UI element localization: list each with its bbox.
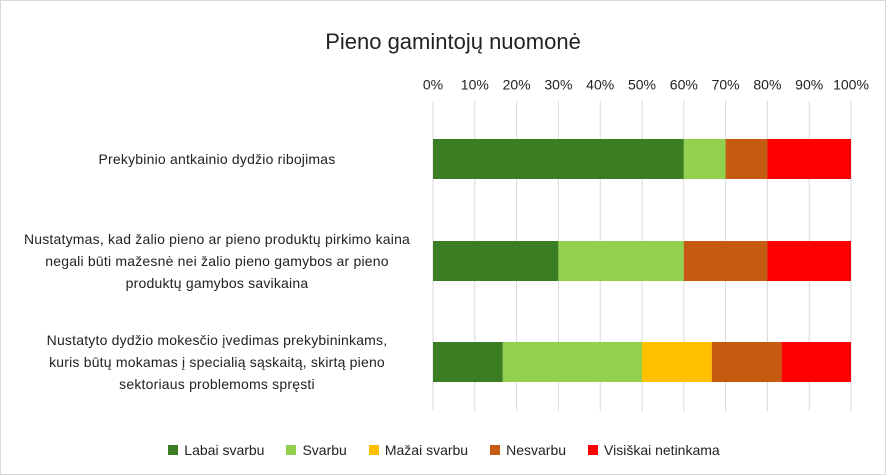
bar-segment	[781, 342, 851, 382]
bar-segment	[433, 342, 503, 382]
x-tick-label: 20%	[503, 77, 531, 93]
legend-item: Labai svarbu	[168, 442, 264, 458]
x-tick-label: 100%	[833, 77, 869, 93]
x-tick-label: 40%	[586, 77, 614, 93]
bar-segment	[767, 139, 851, 179]
x-tick-label: 60%	[670, 77, 698, 93]
bar-segment	[767, 241, 851, 281]
legend-item: Mažai svarbu	[368, 442, 469, 458]
bar-segment	[683, 241, 768, 281]
bar-segment	[433, 241, 559, 281]
bar-segment	[642, 342, 712, 382]
bar-segment	[725, 139, 768, 179]
category-label: Nustatyto dydžio mokesčio įvedimas preky…	[46, 332, 388, 392]
category-label: Nustatymas, kad žalio pieno ar pieno pro…	[23, 231, 411, 291]
bar-segment	[433, 139, 684, 179]
bar-segment	[683, 139, 726, 179]
legend-item: Svarbu	[286, 442, 347, 458]
bar-segment	[711, 342, 782, 382]
x-tick-label: 50%	[628, 77, 656, 93]
legend-swatch	[168, 445, 179, 455]
x-tick-label: 80%	[753, 77, 781, 93]
legend: Labai svarbu Svarbu Mažai svarbu Nesvarbu Vi…	[1, 442, 885, 458]
x-tick-label: 0%	[423, 77, 443, 93]
legend-swatch	[286, 445, 297, 455]
legend-swatch	[490, 445, 501, 455]
legend-label: Mažai svarbu	[384, 442, 469, 458]
x-tick-label: 30%	[544, 77, 572, 93]
legend-item: Nesvarbu	[490, 442, 566, 458]
legend-label: Visiškai netinkama	[604, 442, 720, 458]
x-tick-label: 90%	[795, 77, 823, 93]
x-tick-label: 10%	[461, 77, 489, 93]
legend-label: Svarbu	[302, 442, 347, 458]
chart-title: Pieno gamintojų nuomonė	[325, 29, 581, 54]
legend-item: Visiškai netinkama	[588, 442, 720, 458]
legend-swatch	[368, 445, 379, 455]
legend-label: Nesvarbu	[506, 442, 567, 458]
category-label: Prekybinio antkainio dydžio ribojimas	[98, 151, 336, 167]
legend-swatch	[588, 445, 599, 455]
bar-segment	[502, 342, 642, 382]
x-tick-label: 70%	[712, 77, 740, 93]
bar-segment	[558, 241, 684, 281]
legend-label: Labai svarbu	[184, 442, 265, 458]
